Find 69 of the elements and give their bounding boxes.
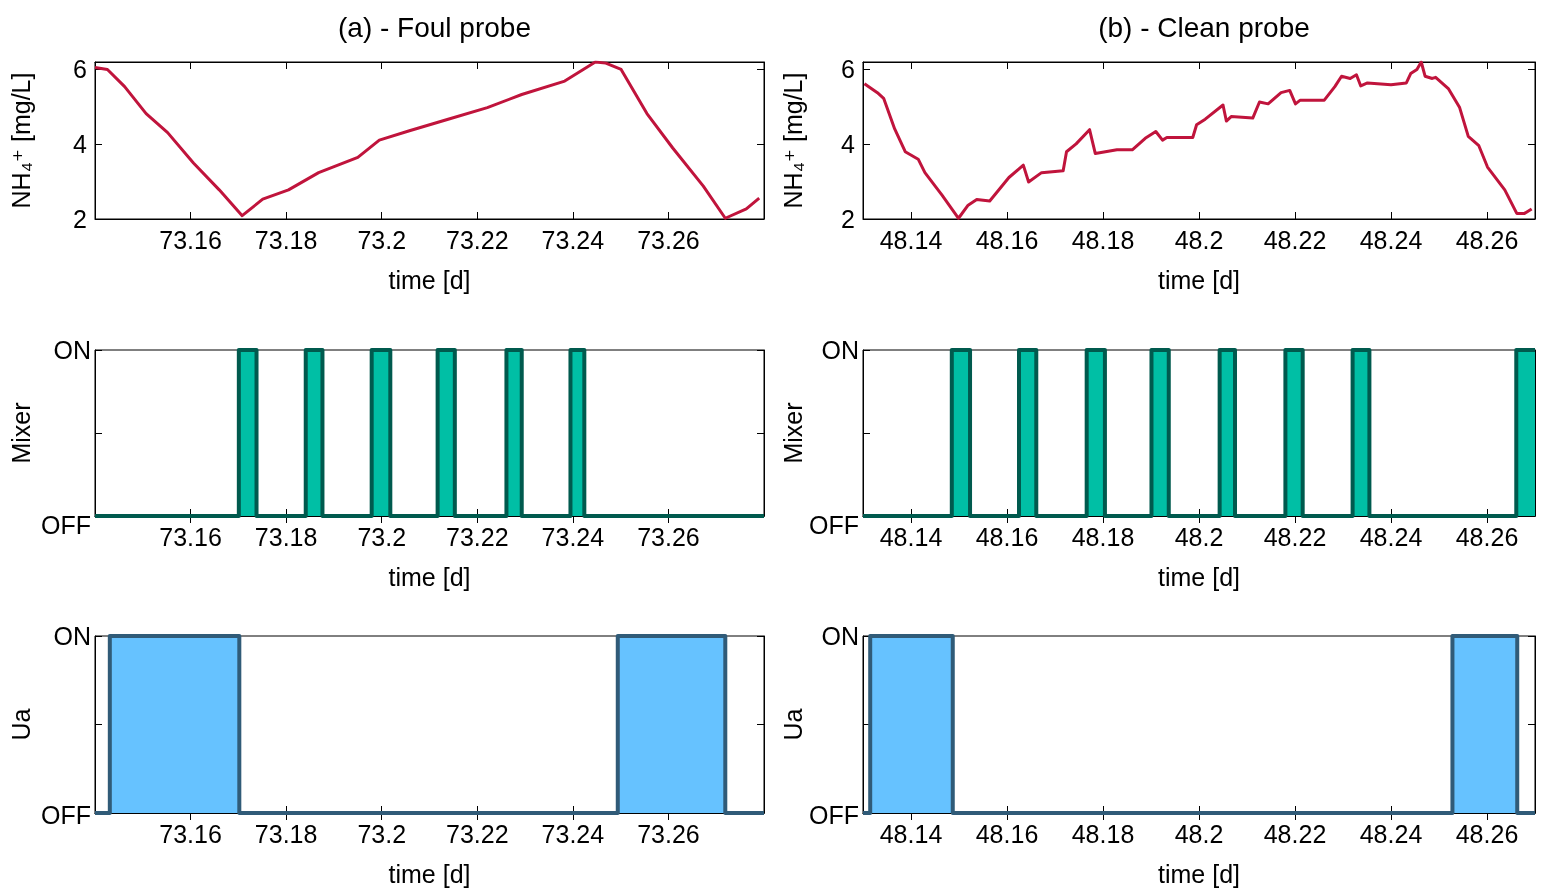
x-tick-label: 48.24 — [1359, 522, 1423, 551]
x-tick-label: 48.16 — [975, 225, 1039, 254]
x-tick-label: 48.16 — [975, 819, 1039, 848]
x-tick-label: 73.26 — [637, 522, 700, 551]
x-tick-label: 48.2 — [1174, 225, 1224, 254]
x-tick-label: 73.22 — [446, 819, 509, 848]
line-series — [862, 60, 1534, 220]
text: OFF — [41, 801, 91, 829]
x-tick-label: 73.26 — [637, 819, 700, 848]
text: ON — [53, 336, 91, 364]
y-tick-label: 4 — [73, 130, 88, 159]
x-tick-label: 48.2 — [1174, 522, 1224, 551]
x-tick-label: 48.22 — [1263, 819, 1327, 848]
x-axis-title: time [d] — [388, 562, 471, 591]
text: OFF — [809, 511, 859, 539]
x-tick-label: 48.18 — [1071, 522, 1135, 551]
x-axis-title: time [d] — [1158, 859, 1240, 888]
text: OFF — [809, 801, 859, 829]
y-tick-label: 6 — [841, 55, 855, 84]
x-tick-label: 73.24 — [541, 522, 605, 551]
x-tick-label: 48.26 — [1455, 225, 1519, 254]
text: ON — [53, 622, 91, 650]
x-tick-label: 48.26 — [1455, 522, 1519, 551]
x-axis-title: time [d] — [388, 859, 471, 888]
y-tick-label: 4 — [841, 130, 856, 159]
x-tick-label: 73.26 — [637, 225, 700, 254]
x-tick-label: 48.16 — [975, 522, 1039, 551]
y-tick-label: 2 — [841, 205, 855, 233]
x-tick-label: 48.22 — [1263, 225, 1327, 254]
x-tick-label: 73.18 — [254, 225, 318, 254]
y-axis-title: NH₄⁺ [mg/L] — [6, 72, 35, 209]
x-tick-label: 73.2 — [357, 819, 407, 848]
y-tick-label: 6 — [73, 55, 87, 84]
x-tick-label: 48.24 — [1359, 819, 1423, 848]
x-axis-title: time [d] — [1158, 562, 1240, 591]
y-axis-title: NH₄⁺ [mg/L] — [778, 72, 807, 209]
x-tick-label: 73.24 — [541, 225, 605, 254]
y-tick-label: 2 — [73, 205, 87, 233]
text: ON — [821, 622, 859, 650]
text: ON — [821, 336, 859, 364]
x-tick-label: 48.14 — [879, 522, 943, 551]
x-tick-label: 48.26 — [1455, 819, 1519, 848]
x-tick-label: 73.16 — [159, 819, 222, 848]
x-tick-label: 73.22 — [446, 522, 509, 551]
x-tick-label: 48.14 — [879, 819, 943, 848]
chart-title: (a) - Foul probe — [338, 11, 531, 43]
chart-title: (b) - Clean probe — [1098, 11, 1310, 43]
line-series — [93, 60, 761, 220]
y-axis-title: Mixer — [6, 402, 35, 464]
x-tick-label: 73.16 — [159, 522, 222, 551]
x-tick-label: 48.18 — [1071, 819, 1135, 848]
y-axis-title: Mixer — [778, 402, 807, 464]
x-tick-label: 73.16 — [159, 225, 222, 254]
x-tick-label: 48.18 — [1071, 225, 1135, 254]
y-axis-title: Ua — [778, 708, 807, 741]
x-axis-title: time [d] — [388, 265, 471, 294]
text: OFF — [41, 511, 91, 539]
x-tick-label: 73.2 — [357, 522, 407, 551]
x-tick-label: 73.18 — [254, 819, 318, 848]
x-tick-label: 48.22 — [1263, 522, 1327, 551]
x-tick-label: 73.24 — [541, 819, 605, 848]
x-tick-label: 48.2 — [1174, 819, 1224, 848]
x-tick-label: 73.2 — [357, 225, 407, 254]
y-axis-title: Ua — [6, 708, 35, 741]
x-tick-label: 48.24 — [1359, 225, 1423, 254]
x-tick-label: 48.14 — [879, 225, 943, 254]
x-tick-label: 73.22 — [446, 225, 509, 254]
x-tick-label: 73.18 — [254, 522, 318, 551]
x-axis-title: time [d] — [1158, 265, 1240, 294]
